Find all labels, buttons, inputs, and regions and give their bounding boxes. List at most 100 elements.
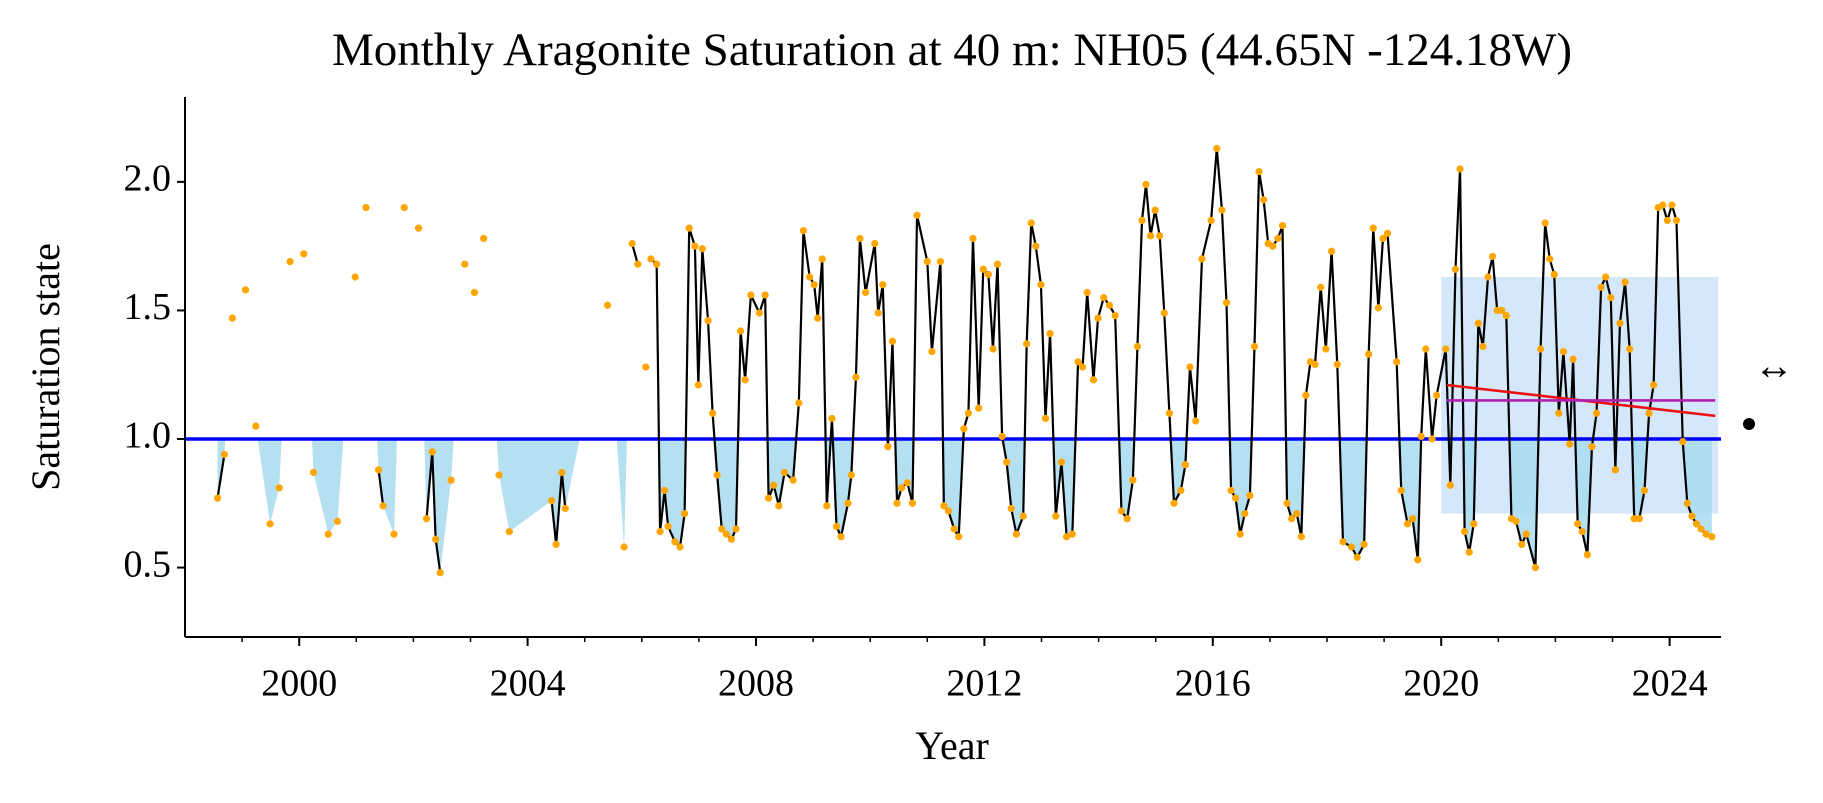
data-point <box>1479 342 1487 351</box>
data-point <box>1041 414 1050 423</box>
data-point <box>642 363 650 371</box>
data-point <box>495 471 503 479</box>
data-point <box>1123 515 1131 523</box>
data-point <box>1451 265 1460 273</box>
data-point <box>844 499 852 507</box>
y-tick-label: 1.5 <box>124 286 172 328</box>
data-point <box>1626 345 1634 353</box>
data-point <box>736 327 745 335</box>
data-point <box>1697 525 1705 533</box>
data-point <box>241 286 250 294</box>
data-point <box>874 309 882 317</box>
data-point <box>414 224 423 232</box>
data-point <box>275 484 283 492</box>
data-point <box>1260 196 1268 204</box>
data-point <box>558 468 566 477</box>
data-point <box>770 481 778 489</box>
data-point <box>685 224 693 232</box>
data-point <box>1019 512 1027 520</box>
x-tick-label: 2000 <box>261 663 337 705</box>
data-point <box>266 520 274 528</box>
data-point <box>1063 533 1071 541</box>
data-point <box>547 497 556 505</box>
x-axis-label: Year <box>915 723 989 768</box>
data-point <box>1597 283 1605 291</box>
data-point <box>1502 311 1510 320</box>
data-point <box>1160 309 1168 317</box>
data-point <box>1546 255 1554 263</box>
x-tick-label: 2024 <box>1632 663 1708 705</box>
data-point <box>1522 530 1530 538</box>
data-point <box>1269 242 1277 250</box>
data-point <box>709 409 717 417</box>
data-point <box>1474 319 1482 327</box>
data-point <box>1302 391 1310 399</box>
data-point <box>1037 281 1045 289</box>
data-point <box>984 270 993 279</box>
data-point <box>871 239 879 248</box>
data-point <box>928 347 936 356</box>
data-point <box>1094 314 1102 322</box>
data-point <box>764 494 773 502</box>
y-tick-label: 0.5 <box>124 543 172 585</box>
data-point <box>698 245 706 253</box>
data-point <box>1057 458 1066 466</box>
data-point <box>1046 329 1054 338</box>
data-point <box>718 525 726 533</box>
data-point <box>923 257 931 266</box>
data-point <box>220 450 228 459</box>
data-point <box>1311 360 1319 369</box>
data-point <box>1650 381 1658 389</box>
data-point <box>461 260 469 268</box>
data-point <box>1461 527 1469 536</box>
data-point <box>818 255 826 263</box>
data-point <box>1433 391 1441 399</box>
data-point <box>1227 486 1235 495</box>
data-point <box>1353 553 1361 561</box>
data-point <box>1465 548 1473 556</box>
data-point <box>1692 520 1701 528</box>
data-point <box>969 234 977 243</box>
data-point <box>1688 512 1696 520</box>
data-point <box>1446 481 1454 489</box>
data-point <box>1192 417 1200 425</box>
data-point <box>671 538 679 546</box>
x-tick-label: 2012 <box>946 663 1022 705</box>
data-point <box>432 535 440 543</box>
x-tick-label: 2016 <box>1175 663 1251 705</box>
data-point <box>1283 499 1291 507</box>
data-point <box>333 517 342 525</box>
data-point <box>1409 515 1417 523</box>
data-point <box>1635 515 1643 523</box>
data-point <box>795 399 803 407</box>
data-point <box>913 211 921 219</box>
data-point <box>603 301 612 309</box>
data-point <box>1068 530 1076 538</box>
data-point <box>1129 476 1137 484</box>
data-point <box>1074 358 1082 366</box>
data-point <box>1379 234 1387 243</box>
data-point <box>1470 520 1478 528</box>
data-point <box>1079 363 1087 371</box>
data-point <box>1374 304 1382 312</box>
data-point <box>1616 319 1624 327</box>
data-point <box>1683 499 1691 507</box>
data-point <box>960 425 968 433</box>
data-point <box>862 288 870 297</box>
data-point <box>727 535 736 543</box>
data-point <box>561 504 569 513</box>
data-line <box>216 147 1713 573</box>
data-point <box>1531 563 1540 572</box>
data-point <box>975 404 983 412</box>
data-point <box>903 479 911 487</box>
data-point <box>1083 288 1091 297</box>
data-point <box>1250 342 1259 351</box>
data-point <box>1559 347 1568 356</box>
data-point <box>694 381 702 389</box>
data-point <box>1117 507 1126 515</box>
data-point <box>653 260 661 268</box>
data-point <box>1536 345 1545 353</box>
y-axis-label: Saturation state <box>23 243 68 491</box>
data-point <box>1322 345 1330 353</box>
annotation: ↔ <box>1754 343 1794 388</box>
